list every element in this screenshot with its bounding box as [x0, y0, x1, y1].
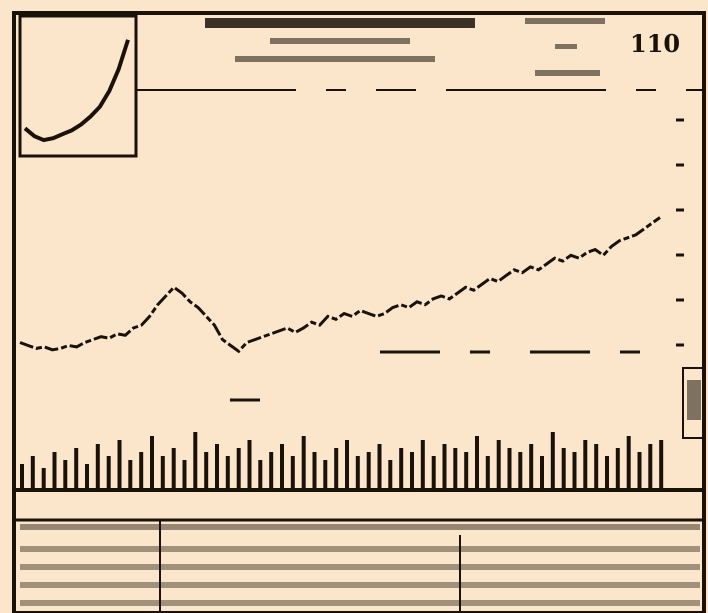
volume-bar: [323, 460, 327, 488]
volume-bar: [518, 452, 522, 488]
volume-bar: [367, 452, 371, 488]
volume-bar: [356, 456, 360, 488]
table-row-smudge: [20, 564, 700, 570]
volume-bar: [497, 440, 501, 488]
rating-smudge: [525, 18, 605, 24]
title-smudge: [270, 38, 410, 44]
volume-bar: [204, 452, 208, 488]
volume-bar: [63, 460, 67, 488]
volume-bar: [562, 448, 566, 488]
volume-bar: [638, 452, 642, 488]
volume-bar: [248, 440, 252, 488]
table-row-smudge: [20, 582, 700, 588]
volume-bar: [551, 432, 555, 488]
volume-bar: [616, 448, 620, 488]
volume-bar: [280, 444, 284, 488]
volume-bar: [237, 448, 241, 488]
volume-bar: [85, 464, 89, 488]
volume-bar: [291, 456, 295, 488]
volume-bar: [594, 444, 598, 488]
volume-bar: [161, 456, 165, 488]
volume-bar: [42, 468, 46, 488]
volume-bar: [150, 436, 154, 488]
volume-bar: [627, 436, 631, 488]
volume-bar: [453, 448, 457, 488]
volume-bar: [399, 448, 403, 488]
volume-bar: [410, 452, 414, 488]
volume-bar: [648, 444, 652, 488]
volume-bar: [583, 440, 587, 488]
volume-bar: [334, 448, 338, 488]
volume-bar: [20, 464, 24, 488]
volume-bar: [74, 448, 78, 488]
volume-bar: [53, 452, 57, 488]
volume-bar: [421, 440, 425, 488]
legend-smudge: [687, 380, 701, 420]
title-smudge: [205, 18, 475, 28]
volume-bar: [388, 460, 392, 488]
volume-bar: [508, 448, 512, 488]
volume-bar: [378, 444, 382, 488]
volume-bar: [128, 460, 132, 488]
volume-bar: [107, 456, 111, 488]
table-row-smudge: [20, 600, 700, 606]
volume-bar: [139, 452, 143, 488]
volume-bar: [183, 460, 187, 488]
volume-bar: [605, 456, 609, 488]
rating-smudge: [535, 70, 600, 76]
volume-bar: [258, 460, 262, 488]
volume-bar: [31, 456, 35, 488]
volume-bar: [432, 456, 436, 488]
page-number: 110: [630, 29, 680, 58]
volume-bar: [96, 444, 100, 488]
volume-bar: [659, 440, 663, 488]
volume-bar: [215, 444, 219, 488]
rating-smudge: [555, 44, 577, 49]
volume-bar: [486, 456, 490, 488]
volume-bar: [313, 452, 317, 488]
table-row-smudge: [20, 546, 700, 552]
volume-bar: [172, 448, 176, 488]
volume-bar: [193, 432, 197, 488]
volume-bar: [464, 452, 468, 488]
volume-bar: [443, 444, 447, 488]
volume-bar: [475, 436, 479, 488]
volume-bar: [573, 452, 577, 488]
volume-bar: [345, 440, 349, 488]
table-header-smudge: [20, 524, 700, 530]
volume-bar: [226, 456, 230, 488]
volume-bar: [269, 452, 273, 488]
volume-bar: [302, 436, 306, 488]
volume-bar: [540, 456, 544, 488]
title-smudge: [235, 56, 435, 62]
volume-bar: [118, 440, 122, 488]
volume-bar: [529, 444, 533, 488]
